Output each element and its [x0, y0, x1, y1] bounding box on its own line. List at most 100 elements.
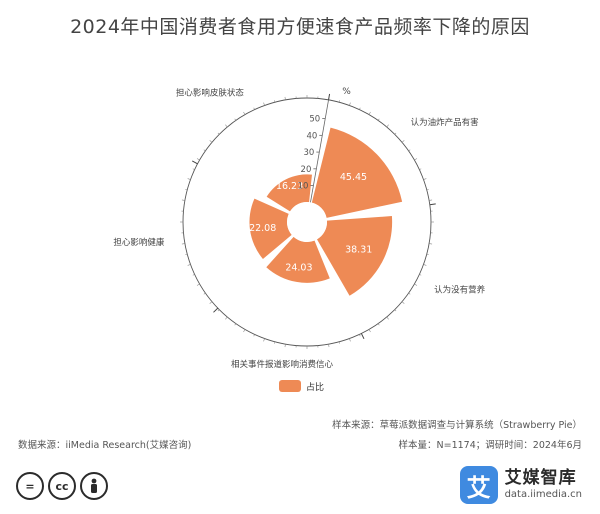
- radial-tick-label: 10: [298, 182, 309, 192]
- ring-tick: [426, 189, 429, 191]
- bar-sector: [249, 198, 292, 259]
- ring-tick: [217, 132, 220, 135]
- ring-tick: [429, 199, 433, 201]
- ring-tick: [419, 168, 422, 170]
- ring-tick: [243, 111, 246, 115]
- ring-tick: [377, 323, 380, 326]
- radial-tick-label: 30: [304, 148, 315, 158]
- ring-tick: [203, 292, 206, 295]
- ring-tick: [196, 283, 200, 286]
- radial-tick-label: 40: [306, 131, 317, 141]
- ring-tick: [349, 338, 351, 342]
- equals-icon: =: [16, 472, 44, 500]
- category-boundary-tick: [360, 333, 365, 340]
- ring-tick: [414, 158, 418, 161]
- ring-tick: [187, 264, 191, 266]
- ring-tick: [338, 100, 340, 103]
- category-boundary-tick: [191, 160, 198, 165]
- ring-tick: [234, 323, 237, 326]
- sample-size: 样本量：N=1174；调研时间：2024年6月: [398, 440, 582, 451]
- ring-tick: [181, 243, 185, 245]
- category-label: 担心影响皮肤状态: [176, 88, 245, 99]
- ring-tick: [274, 341, 276, 344]
- bar-sector: [266, 174, 312, 212]
- category-boundary-tick: [328, 93, 331, 100]
- ring-tick: [192, 274, 195, 276]
- legend-label: 占比: [306, 382, 325, 393]
- data-label: 24.03: [285, 263, 312, 274]
- sample-source: 样本来源：草莓派数据调查与计算系统（Strawberry Pie）: [332, 420, 582, 431]
- ring-tick: [185, 253, 188, 255]
- ring-tick: [359, 107, 361, 110]
- ring-tick: [234, 118, 237, 121]
- chart-title: 2024年中国消费者食用方便速食产品频率下降的原因: [70, 16, 530, 38]
- person-icon: [80, 472, 108, 500]
- ring-tick: [225, 124, 228, 128]
- ring-tick: [243, 329, 246, 333]
- radial-tick-label: 50: [309, 115, 320, 125]
- ring-tick: [401, 140, 405, 143]
- ring-tick: [181, 199, 185, 201]
- ring-tick: [419, 274, 422, 276]
- ring-tick: [284, 344, 286, 348]
- category-boundary-tick: [213, 307, 219, 313]
- brand-name: 艾媒智库: [504, 468, 577, 488]
- ring-tick: [328, 344, 330, 348]
- ring-tick: [187, 178, 191, 180]
- category-boundary-tick: [429, 203, 436, 206]
- ring-tick: [263, 102, 265, 106]
- data-source: 数据来源：iiMedia Research(艾媒咨询): [18, 440, 192, 451]
- ring-tick: [284, 96, 286, 100]
- brand-logo: 艾: [459, 466, 498, 504]
- data-label: 45.45: [340, 172, 367, 183]
- legend-swatch: [279, 380, 301, 392]
- bar-sector: [317, 216, 393, 296]
- data-label: 16.23: [276, 181, 303, 192]
- data-label: 22.08: [249, 223, 276, 234]
- ring-tick: [338, 341, 340, 344]
- legend: 占比: [279, 379, 324, 393]
- category-label: 认为油炸产品有害: [411, 117, 479, 128]
- ring-tick: [377, 118, 380, 121]
- ring-tick: [209, 301, 213, 304]
- unit-label: %: [342, 87, 351, 97]
- ring-tick: [394, 309, 397, 312]
- ring-tick: [274, 100, 276, 103]
- ring-tick: [368, 111, 371, 115]
- bar-sector: [311, 127, 403, 218]
- ring-tick: [185, 189, 188, 191]
- ring-tick: [394, 132, 397, 135]
- ring-tick: [192, 168, 195, 170]
- ring-tick: [253, 107, 255, 110]
- ring-tick: [429, 243, 433, 245]
- ring-tick: [408, 149, 411, 152]
- ring-tick: [423, 264, 427, 266]
- ring-tick: [209, 140, 213, 143]
- ring-tick: [423, 178, 427, 180]
- ring-tick: [386, 316, 389, 320]
- ring-tick: [386, 124, 389, 128]
- brand: 艾 艾媒智库 data.iimedia.cn: [459, 466, 582, 504]
- ring-tick: [359, 334, 361, 337]
- center-hole: [287, 202, 327, 242]
- ring-tick: [196, 158, 200, 161]
- license-badge: = cc: [16, 470, 108, 502]
- ring-tick: [408, 292, 411, 295]
- bar-sector: [266, 236, 330, 283]
- radial-axis: [310, 99, 329, 203]
- ring-tick: [368, 329, 371, 333]
- ring-tick: [263, 338, 265, 342]
- category-label: 担心影响健康: [113, 237, 165, 248]
- cc-icon: cc: [48, 472, 76, 500]
- radial-tick-label: 20: [301, 165, 312, 175]
- category-label: 认为没有营养: [434, 285, 486, 296]
- ring-tick: [253, 334, 255, 337]
- ring-tick: [414, 283, 418, 286]
- ring-tick: [349, 102, 351, 106]
- data-label: 38.31: [345, 244, 372, 255]
- brand-url: data.iimedia.cn: [504, 489, 582, 500]
- ring-tick: [225, 316, 228, 320]
- ring-tick: [401, 301, 405, 304]
- ring-tick: [203, 149, 206, 152]
